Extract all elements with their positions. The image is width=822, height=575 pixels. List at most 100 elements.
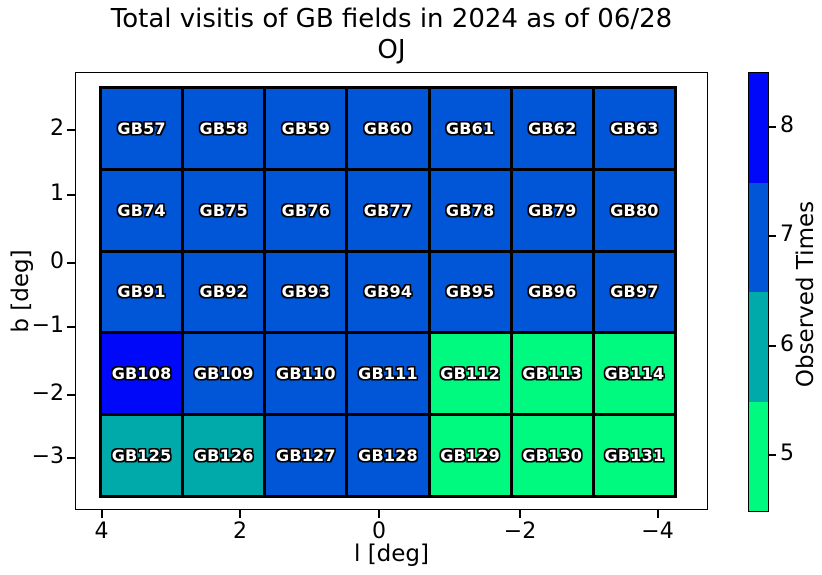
grid-cell-gb97: GB97 — [594, 252, 674, 332]
grid-cell-gb108: GB108 — [102, 334, 182, 414]
y-tick-mark — [67, 129, 75, 131]
colorbar — [748, 72, 769, 512]
field-label: GB96 — [528, 282, 577, 302]
x-axis-label: l [deg] — [354, 541, 429, 567]
field-label: GB112 — [440, 364, 500, 384]
grid-cell-gb91: GB91 — [102, 252, 182, 332]
field-label: GB76 — [281, 200, 331, 220]
colorbar-segment-6 — [749, 292, 768, 402]
x-tick-label: 0 — [372, 519, 386, 544]
grid-cell-gb57: GB57 — [102, 89, 182, 168]
grid-cell-gb114: GB114 — [594, 334, 674, 414]
field-label: GB113 — [522, 364, 583, 384]
field-label: GB91 — [117, 282, 166, 302]
field-label: GB130 — [522, 446, 583, 466]
x-tick-label: 4 — [94, 519, 109, 544]
grid-cell-gb62: GB62 — [512, 89, 592, 168]
x-tick-mark — [100, 510, 103, 518]
colorbar-tick-mark — [768, 345, 776, 347]
grid-cell-gb60: GB60 — [348, 89, 428, 168]
grid-cell-gb61: GB61 — [430, 89, 510, 168]
grid-cell-gb76: GB76 — [266, 170, 346, 250]
colorbar-tick-mark — [768, 126, 776, 128]
x-tick-label: −2 — [503, 519, 537, 544]
grid-cell-gb80: GB80 — [594, 170, 674, 250]
grid-cell-gb94: GB94 — [348, 252, 428, 332]
colorbar-segment-8 — [749, 73, 768, 183]
y-tick-label: 0 — [50, 249, 64, 274]
grid-cell-gb112: GB112 — [430, 334, 510, 414]
y-tick-label: −2 — [31, 381, 64, 406]
x-tick-mark — [656, 510, 659, 518]
colorbar-tick-mark — [768, 235, 776, 237]
y-tick-label: 2 — [50, 116, 64, 141]
field-label: GB60 — [363, 118, 413, 138]
colorbar-label: Observed Times — [793, 200, 819, 388]
field-label: GB125 — [111, 446, 172, 466]
grid-cell-gb130: GB130 — [512, 416, 592, 495]
chart-title: Total visitis of GB fields in 2024 as of… — [75, 4, 708, 66]
grid-cell-gb95: GB95 — [430, 252, 510, 332]
x-tick-mark — [519, 510, 521, 518]
field-label: GB129 — [440, 446, 500, 466]
field-label: GB131 — [604, 446, 665, 466]
grid-cell-gb127: GB127 — [266, 416, 346, 495]
field-label: GB97 — [610, 282, 659, 302]
y-tick-mark — [67, 194, 75, 196]
grid-cell-gb131: GB131 — [594, 416, 674, 495]
field-label: GB78 — [445, 200, 495, 220]
grid-cell-gb110: GB110 — [266, 334, 346, 414]
field-label: GB95 — [445, 282, 495, 302]
field-label: GB75 — [199, 200, 248, 220]
field-label: GB79 — [528, 200, 577, 220]
x-tick-mark — [239, 510, 241, 518]
field-label: GB110 — [275, 364, 336, 384]
colorbar-tick-label: 8 — [780, 113, 794, 138]
field-label: GB128 — [358, 446, 418, 466]
heatmap-grid: GB57 GB58 GB59 GB60 GB61 GB62 GB63 GB74 GB75 GB76… — [99, 86, 677, 498]
grid-cell-gb77: GB77 — [348, 170, 428, 250]
field-label: GB74 — [117, 200, 166, 220]
x-tick-label: 2 — [233, 519, 247, 544]
chart-title-line2: OJ — [377, 35, 406, 66]
field-label: GB80 — [610, 200, 659, 220]
grid-cell-gb79: GB79 — [512, 170, 592, 250]
field-label: GB108 — [111, 364, 172, 384]
grid-cell-gb113: GB113 — [512, 334, 592, 414]
y-tick-mark — [67, 326, 75, 328]
field-label: GB59 — [281, 118, 331, 138]
field-label: GB114 — [604, 364, 665, 384]
y-tick-label: −3 — [31, 444, 64, 469]
grid-cell-gb63: GB63 — [594, 89, 674, 168]
grid-cell-gb129: GB129 — [430, 416, 510, 495]
grid-cell-gb78: GB78 — [430, 170, 510, 250]
colorbar-tick-label: 5 — [780, 441, 794, 466]
grid-cell-gb92: GB92 — [184, 252, 264, 332]
field-label: GB127 — [275, 446, 336, 466]
y-tick-label: 1 — [50, 181, 64, 206]
field-label: GB93 — [281, 282, 331, 302]
field-label: GB77 — [363, 200, 413, 220]
x-tick-mark — [378, 510, 380, 518]
field-label: GB58 — [199, 118, 248, 138]
colorbar-segment-5 — [749, 401, 768, 511]
grid-cell-gb74: GB74 — [102, 170, 182, 250]
y-tick-mark — [67, 262, 75, 264]
grid-cell-gb111: GB111 — [348, 334, 428, 414]
colorbar-tick-label: 6 — [780, 332, 794, 357]
field-label: GB126 — [193, 446, 254, 466]
field-label: GB61 — [445, 118, 495, 138]
field-label: GB62 — [528, 118, 577, 138]
y-tick-label: −1 — [31, 313, 64, 338]
field-label: GB109 — [193, 364, 254, 384]
grid-cell-gb125: GB125 — [102, 416, 182, 495]
y-tick-mark — [67, 457, 75, 459]
field-label: GB92 — [199, 282, 248, 302]
chart-title-line1: Total visitis of GB fields in 2024 as of… — [110, 4, 673, 34]
grid-cell-gb128: GB128 — [348, 416, 428, 495]
grid-cell-gb58: GB58 — [184, 89, 264, 168]
grid-cell-gb96: GB96 — [512, 252, 592, 332]
colorbar-tick-label: 7 — [780, 222, 794, 247]
field-label: GB63 — [610, 118, 659, 138]
